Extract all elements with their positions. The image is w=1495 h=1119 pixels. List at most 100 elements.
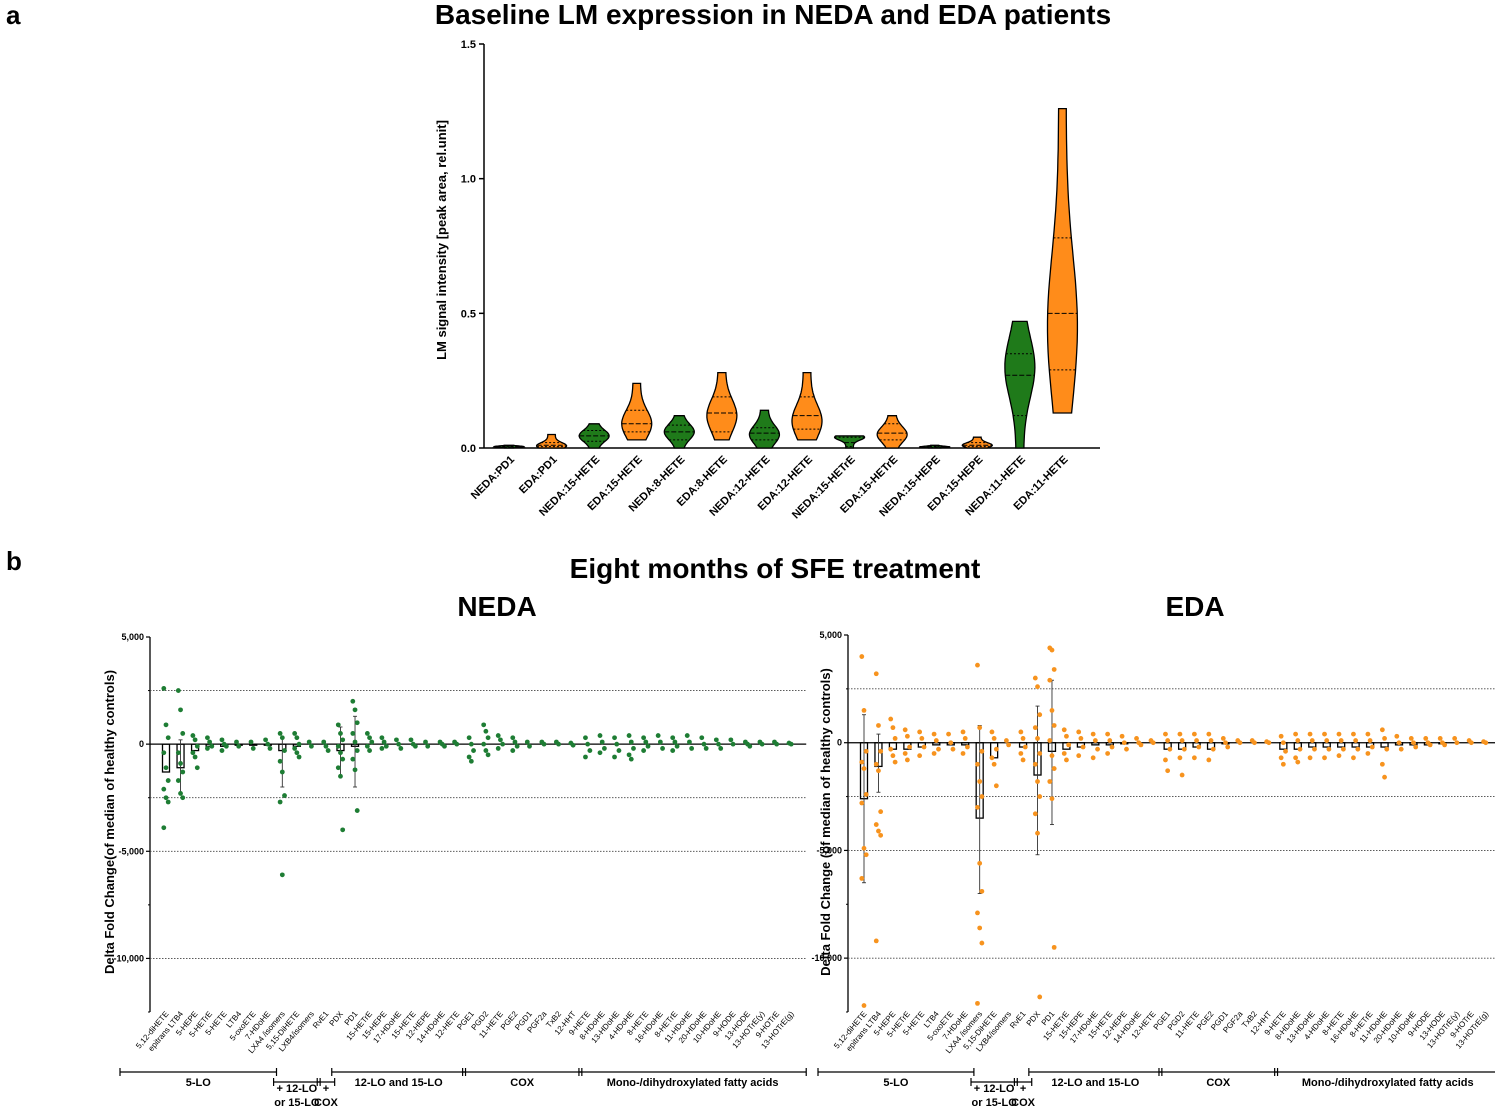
point (873, 938, 879, 944)
point (1049, 796, 1055, 802)
point (1078, 736, 1084, 741)
point (219, 737, 225, 743)
point (975, 1000, 980, 1006)
point (672, 739, 678, 745)
point (570, 742, 576, 748)
point (989, 729, 995, 735)
point (163, 765, 169, 771)
point (655, 733, 661, 738)
point (759, 741, 765, 747)
point (265, 741, 271, 747)
point (161, 686, 167, 691)
point (645, 743, 651, 749)
point (1280, 740, 1286, 746)
point (975, 662, 980, 668)
point (1454, 740, 1460, 746)
point (904, 733, 910, 739)
point (466, 735, 472, 741)
point (1138, 742, 1144, 748)
ytick-label: 5,000 (819, 630, 842, 640)
point (165, 735, 171, 741)
point (892, 736, 898, 741)
point (1107, 738, 1113, 743)
point (309, 743, 314, 749)
point (209, 743, 215, 749)
point (626, 752, 632, 758)
point (977, 925, 983, 931)
point (277, 799, 283, 805)
point (1066, 742, 1072, 748)
point (468, 758, 474, 764)
point (917, 729, 923, 735)
point (873, 671, 879, 677)
point (398, 746, 404, 751)
group-label-line2: COX (314, 1097, 339, 1109)
point (495, 746, 501, 751)
point (902, 727, 908, 733)
point (1032, 725, 1038, 731)
point (454, 741, 460, 747)
point (1382, 774, 1387, 780)
point (597, 733, 603, 738)
point (294, 735, 300, 741)
point (354, 808, 360, 813)
point (699, 735, 705, 741)
violin-EDA:12-HETE (791, 371, 823, 441)
point (1278, 755, 1284, 761)
point (991, 736, 997, 741)
point (279, 872, 285, 878)
point (1035, 830, 1040, 836)
group-label: COX (1206, 1077, 1231, 1089)
point (583, 735, 588, 741)
point (1379, 761, 1385, 767)
point (1163, 731, 1168, 737)
violin-NEDA:11-HETE (1004, 320, 1036, 449)
panel-a-xtick-label: EDA:PD1 (517, 454, 560, 497)
point (861, 1003, 867, 1008)
point (1266, 740, 1272, 746)
point (340, 756, 346, 762)
point (1049, 647, 1055, 653)
point (1340, 746, 1346, 752)
violin-EDA:11-HETE (1046, 107, 1079, 414)
point (354, 720, 360, 726)
point (1220, 736, 1226, 741)
point (354, 748, 360, 753)
point (178, 707, 183, 713)
point (178, 761, 183, 766)
point (1006, 742, 1011, 748)
point (178, 791, 183, 796)
point (641, 748, 647, 753)
point (425, 743, 431, 749)
point (1394, 733, 1400, 739)
point (1032, 811, 1038, 817)
point (383, 743, 389, 749)
eda-chart-title: EDA (1165, 591, 1224, 622)
point (1379, 727, 1385, 733)
point (352, 739, 358, 745)
point (369, 739, 375, 745)
point (1163, 757, 1168, 763)
point (1035, 736, 1040, 741)
point (919, 736, 925, 741)
bar-LTB4 (932, 742, 941, 746)
point (338, 731, 343, 736)
point (352, 767, 358, 773)
point (1018, 751, 1024, 756)
point (350, 756, 356, 762)
panel-a-title: Baseline LM expression in NEDA and EDA p… (435, 0, 1111, 30)
point (917, 753, 923, 759)
point (323, 743, 329, 749)
point (483, 728, 489, 734)
point (192, 754, 198, 760)
point (282, 793, 287, 798)
point (993, 783, 999, 789)
point (878, 832, 884, 838)
point (541, 741, 547, 747)
point (1369, 744, 1375, 750)
bar-5,12-diHETE (161, 743, 171, 773)
point (904, 757, 910, 763)
point (279, 735, 285, 741)
point (1037, 751, 1043, 756)
point (931, 751, 937, 756)
